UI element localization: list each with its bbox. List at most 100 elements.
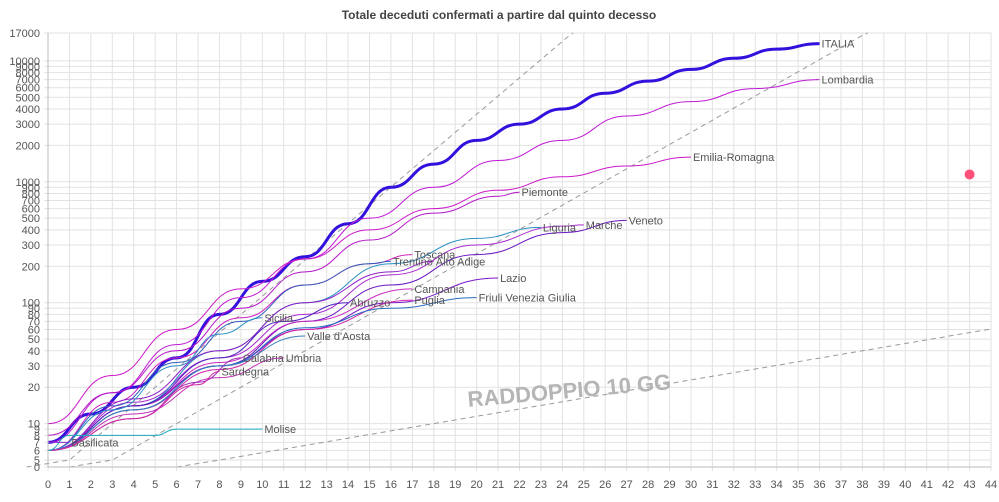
series-label-piemonte: Piemonte bbox=[522, 187, 568, 199]
x-tick-label: 11 bbox=[278, 479, 289, 491]
y-tick-label: 10 bbox=[28, 419, 40, 431]
x-tick-label: 5 bbox=[152, 479, 158, 491]
x-tick-label: 40 bbox=[899, 479, 911, 491]
series-label-emilia-romagna: Emilia-Romagna bbox=[693, 152, 775, 164]
x-tick-label: 1 bbox=[66, 479, 72, 491]
series-line-sicilia bbox=[47, 317, 263, 451]
highlight-point bbox=[964, 169, 975, 180]
x-tick-label: 23 bbox=[535, 479, 547, 491]
series-line-sardegna bbox=[47, 370, 220, 451]
series-line-lombardia bbox=[47, 79, 820, 443]
x-tick-label: 36 bbox=[813, 479, 825, 491]
y-tick-label: 9000 bbox=[16, 61, 40, 73]
x-tick-label: 15 bbox=[363, 479, 375, 491]
x-tick-label: 33 bbox=[749, 479, 761, 491]
y-tick-label: 90 bbox=[28, 303, 40, 315]
x-tick-label: 39 bbox=[878, 479, 890, 491]
x-tick-label: 24 bbox=[556, 479, 568, 491]
x-tick-label: 30 bbox=[685, 479, 697, 491]
x-tick-label: 28 bbox=[642, 479, 654, 491]
y-tick-label: 50 bbox=[28, 334, 40, 346]
axes: 0 1 2 3 4 5 6 7 8 9 10 11 12 13 14 15 16 17 18 19 20 21 22 23 24… bbox=[9, 28, 997, 491]
x-tick-label: 38 bbox=[856, 479, 868, 491]
y-tick-label: 6000 bbox=[16, 83, 40, 95]
series-label-basilicata: Basilicata bbox=[71, 437, 119, 449]
y-tick-label: 4000 bbox=[16, 104, 40, 116]
x-tick-label: 12 bbox=[299, 479, 311, 491]
y-tick-label: 9 bbox=[34, 424, 40, 436]
series-line-umbria bbox=[47, 357, 284, 451]
series-label-trentino: Trentino bbox=[393, 256, 433, 268]
y-tick-label: 5 bbox=[34, 455, 40, 467]
x-tick-label: 6 bbox=[174, 479, 180, 491]
x-tick-label: 4 bbox=[131, 479, 137, 491]
y-tick-label: 900 bbox=[22, 182, 40, 194]
y-tick-label: 2000 bbox=[16, 140, 40, 152]
y-tick-label: 40 bbox=[28, 346, 40, 358]
y-tick-label: 80 bbox=[28, 309, 40, 321]
y-tick-label: 800 bbox=[22, 188, 40, 200]
series-label-marche: Marche bbox=[586, 220, 623, 232]
y-tick-label: 700 bbox=[22, 196, 40, 208]
y-tick-label: 60 bbox=[28, 325, 40, 337]
series-label-campania: Campania bbox=[414, 284, 465, 296]
y-tick-label: 300 bbox=[22, 240, 40, 252]
series-label-sicilia: Sicilia bbox=[264, 313, 294, 325]
series-line-molise bbox=[47, 428, 263, 451]
y-tick-label: 600 bbox=[22, 204, 40, 216]
series-label-puglia: Puglia bbox=[414, 295, 445, 307]
x-tick-label: 3 bbox=[109, 479, 115, 491]
x-tick-label: 20 bbox=[471, 479, 483, 491]
x-tick-label: 43 bbox=[963, 479, 975, 491]
x-tick-label: 32 bbox=[728, 479, 740, 491]
x-tick-label: 31 bbox=[706, 479, 718, 491]
series-line-trentino bbox=[47, 260, 391, 451]
x-tick-label: 34 bbox=[771, 479, 783, 491]
series-line-piemonte bbox=[47, 191, 520, 436]
x-tick-label: 25 bbox=[578, 479, 590, 491]
x-tick-label: 22 bbox=[513, 479, 525, 491]
series-line-valle-d-aosta bbox=[47, 335, 306, 451]
chart-title: Totale deceduti confermati a partire dal… bbox=[342, 8, 657, 22]
series-line-abruzzo bbox=[47, 302, 349, 451]
series-label-italia: ITALIA bbox=[822, 39, 855, 51]
x-tick-label: 14 bbox=[342, 479, 354, 491]
doubling-line bbox=[69, 32, 869, 468]
series-label-umbria: Umbria bbox=[286, 353, 322, 365]
x-tick-label: 7 bbox=[195, 479, 201, 491]
x-tick-label: 2 bbox=[88, 479, 94, 491]
x-tick-label: 29 bbox=[663, 479, 675, 491]
y-tick-label: 10000 bbox=[9, 56, 40, 68]
series-line-alto-adige bbox=[47, 260, 434, 451]
x-tick-label: 9 bbox=[238, 479, 244, 491]
series-label-friuli-venezia-giulia: Friuli Venezia Giulia bbox=[479, 293, 577, 305]
y-tick-label: 200 bbox=[22, 261, 40, 273]
series-label-lazio: Lazio bbox=[500, 273, 526, 285]
series-line-marche bbox=[47, 224, 584, 451]
series-line-emilia-romagna bbox=[47, 156, 691, 425]
x-tick-label: 35 bbox=[792, 479, 804, 491]
x-tick-label: 41 bbox=[921, 479, 933, 491]
y-tick-label: 20 bbox=[28, 382, 40, 394]
x-tick-label: 16 bbox=[385, 479, 397, 491]
y-tick-label: 1000 bbox=[16, 177, 40, 189]
x-tick-label: 8 bbox=[216, 479, 222, 491]
y-tick-label: 500 bbox=[22, 213, 40, 225]
x-tick-label: 21 bbox=[492, 479, 504, 491]
x-tick-label: 42 bbox=[942, 479, 954, 491]
x-tick-label: 37 bbox=[835, 479, 847, 491]
y-tick-label: 5000 bbox=[16, 92, 40, 104]
y-tick-label: 7 bbox=[34, 437, 40, 449]
series-label-molise: Molise bbox=[264, 424, 296, 436]
x-tick-label: 13 bbox=[320, 479, 332, 491]
y-tick-label: 7000 bbox=[16, 75, 40, 87]
x-tick-label: 0 bbox=[45, 479, 51, 491]
x-tick-label: 19 bbox=[449, 479, 461, 491]
series-label-alto-adige: Alto Adige bbox=[436, 256, 486, 268]
y-tick-label: 100 bbox=[22, 298, 40, 310]
series-label-sardegna: Sardegna bbox=[221, 366, 270, 378]
series-lines bbox=[47, 42, 820, 451]
x-tick-label: 44 bbox=[985, 479, 997, 491]
